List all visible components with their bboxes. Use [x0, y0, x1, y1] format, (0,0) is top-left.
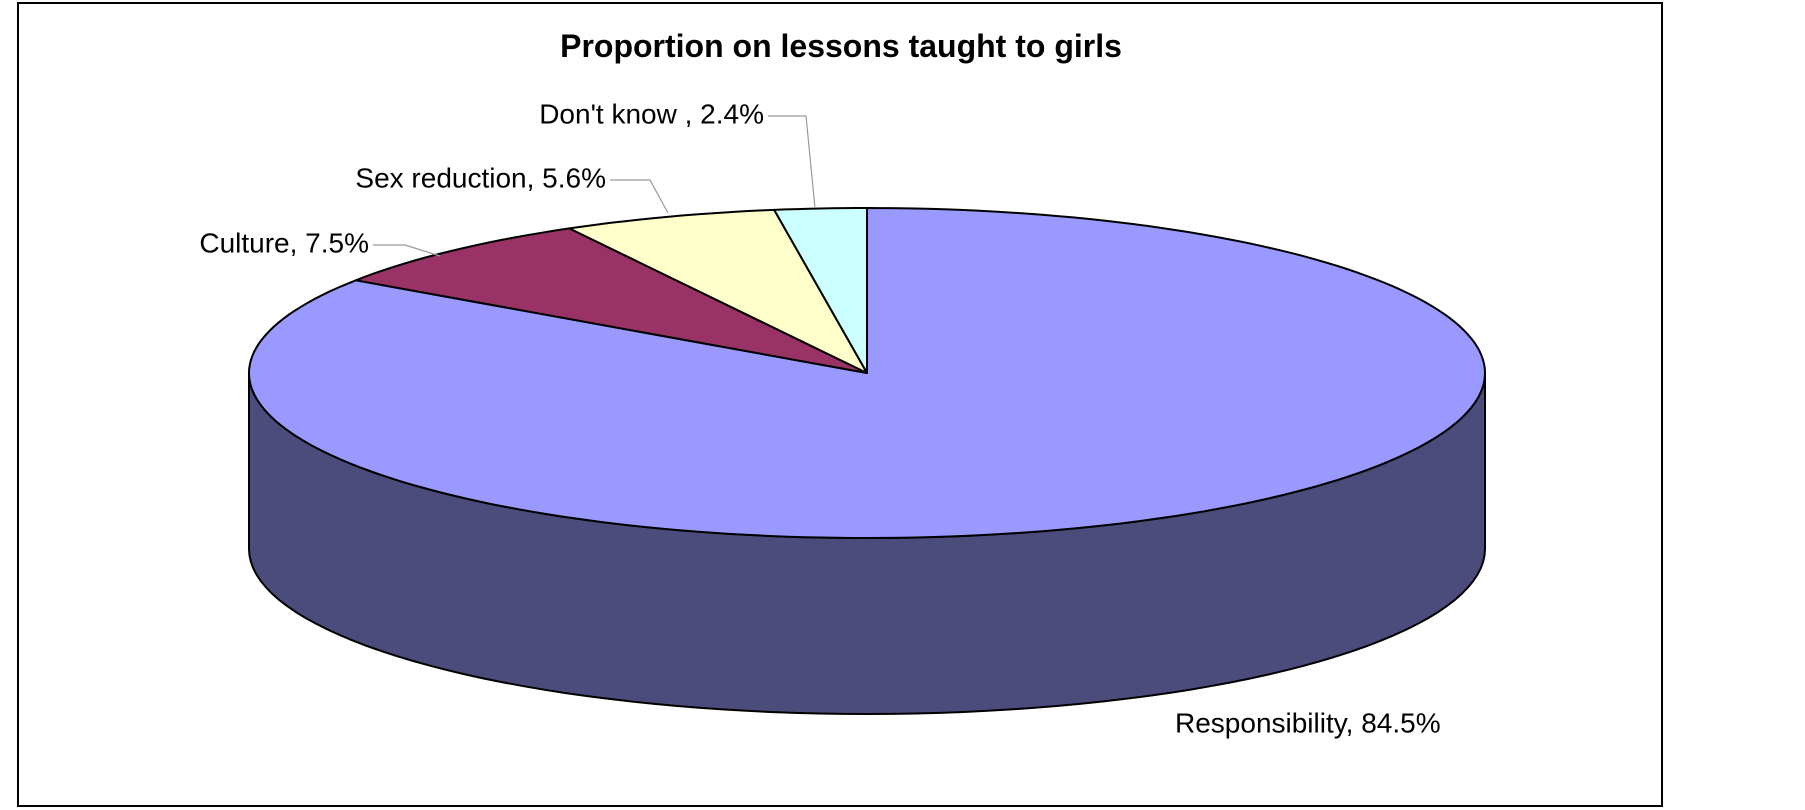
chart-title: Proportion on lessons taught to girls — [560, 28, 1122, 64]
leader-line-sex-reduction — [610, 179, 669, 214]
slice-culture — [354, 227, 868, 374]
label-don-t-know: Don't know , 2.4% — [539, 98, 764, 129]
slice-don-t-know — [773, 207, 868, 374]
pie-slices — [248, 207, 1486, 539]
label-sex-reduction: Sex reduction, 5.6% — [355, 162, 606, 193]
label-culture: Culture, 7.5% — [199, 227, 369, 258]
leader-line-culture — [373, 244, 441, 257]
label-leader-lines — [373, 115, 816, 257]
leader-line-don-t-know — [768, 115, 816, 209]
label-responsibility: Responsibility, 84.5% — [1175, 707, 1441, 738]
slice-sex-reduction — [568, 208, 868, 374]
slice-labels: Responsibility, 84.5% Culture, 7.5% Sex re… — [199, 98, 1440, 738]
